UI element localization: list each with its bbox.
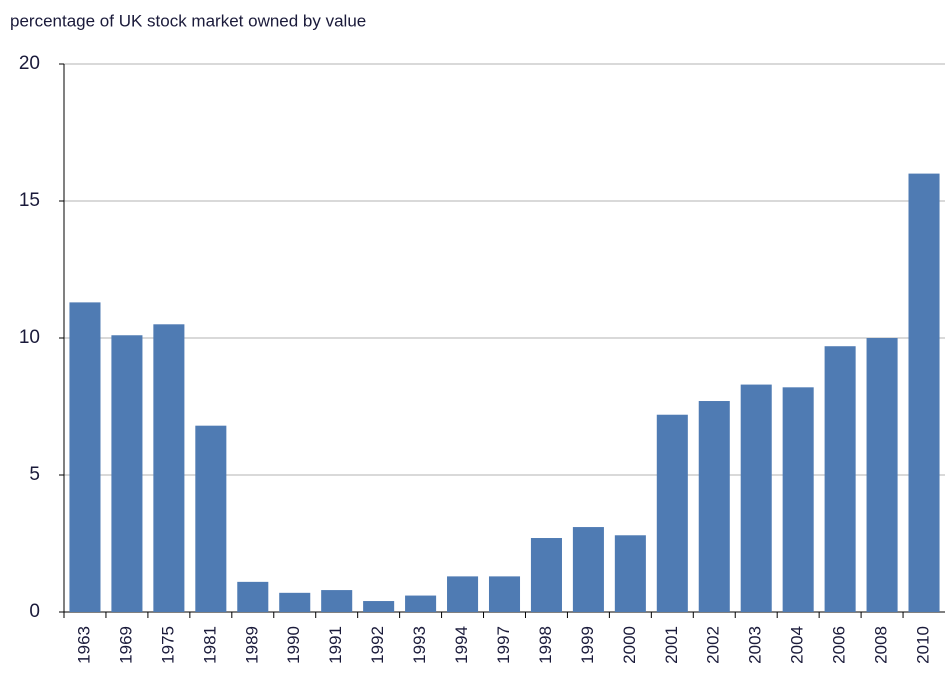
x-tick-label: 1969 bbox=[116, 626, 135, 664]
x-tick-label: 1975 bbox=[158, 626, 177, 664]
bar bbox=[488, 576, 521, 612]
x-tick-label: 1981 bbox=[200, 626, 219, 664]
bar bbox=[698, 401, 730, 612]
bar bbox=[195, 425, 227, 612]
bar bbox=[153, 324, 185, 612]
x-tick-label: 2001 bbox=[662, 626, 681, 664]
x-tick-label: 2003 bbox=[746, 626, 765, 664]
bar bbox=[782, 387, 814, 612]
x-tick-label: 1992 bbox=[368, 626, 387, 664]
bar bbox=[530, 538, 562, 612]
bar bbox=[447, 576, 479, 612]
x-tick-label: 2008 bbox=[872, 626, 891, 664]
x-tick-label: 1994 bbox=[452, 626, 471, 664]
bar bbox=[656, 414, 688, 612]
y-tick-label: 0 bbox=[29, 601, 40, 622]
x-tick-label: 2010 bbox=[914, 626, 933, 664]
x-tick-label: 1989 bbox=[242, 626, 261, 664]
y-tick-label: 20 bbox=[19, 53, 40, 74]
bar bbox=[614, 535, 646, 612]
bar bbox=[279, 592, 311, 612]
x-tick-label: 2000 bbox=[620, 626, 639, 664]
bar bbox=[237, 581, 269, 612]
x-tick-label: 1990 bbox=[284, 626, 303, 664]
x-tick-label: 1993 bbox=[410, 626, 429, 664]
y-tick-label: 10 bbox=[19, 327, 40, 348]
y-tick-label: 5 bbox=[29, 464, 40, 485]
x-tick-label: 1997 bbox=[494, 626, 513, 664]
x-tick-label: 1991 bbox=[326, 626, 345, 664]
bar bbox=[824, 346, 856, 612]
x-tick-label: 1998 bbox=[536, 626, 555, 664]
y-tick-label: 15 bbox=[19, 190, 40, 211]
x-tick-label: 1963 bbox=[74, 626, 93, 664]
x-tick-label: 1999 bbox=[578, 626, 597, 664]
chart-title: percentage of UK stock market owned by v… bbox=[10, 11, 366, 30]
bar bbox=[363, 601, 395, 612]
bar bbox=[405, 595, 437, 612]
bar bbox=[111, 335, 143, 612]
bar bbox=[69, 302, 101, 612]
x-tick-label: 2004 bbox=[788, 626, 807, 664]
bar bbox=[321, 590, 353, 612]
bar bbox=[572, 527, 604, 612]
bar bbox=[866, 338, 898, 612]
bar bbox=[740, 384, 772, 612]
x-tick-label: 2006 bbox=[830, 626, 849, 664]
bar bbox=[908, 173, 940, 612]
x-tick-label: 2002 bbox=[704, 626, 723, 664]
